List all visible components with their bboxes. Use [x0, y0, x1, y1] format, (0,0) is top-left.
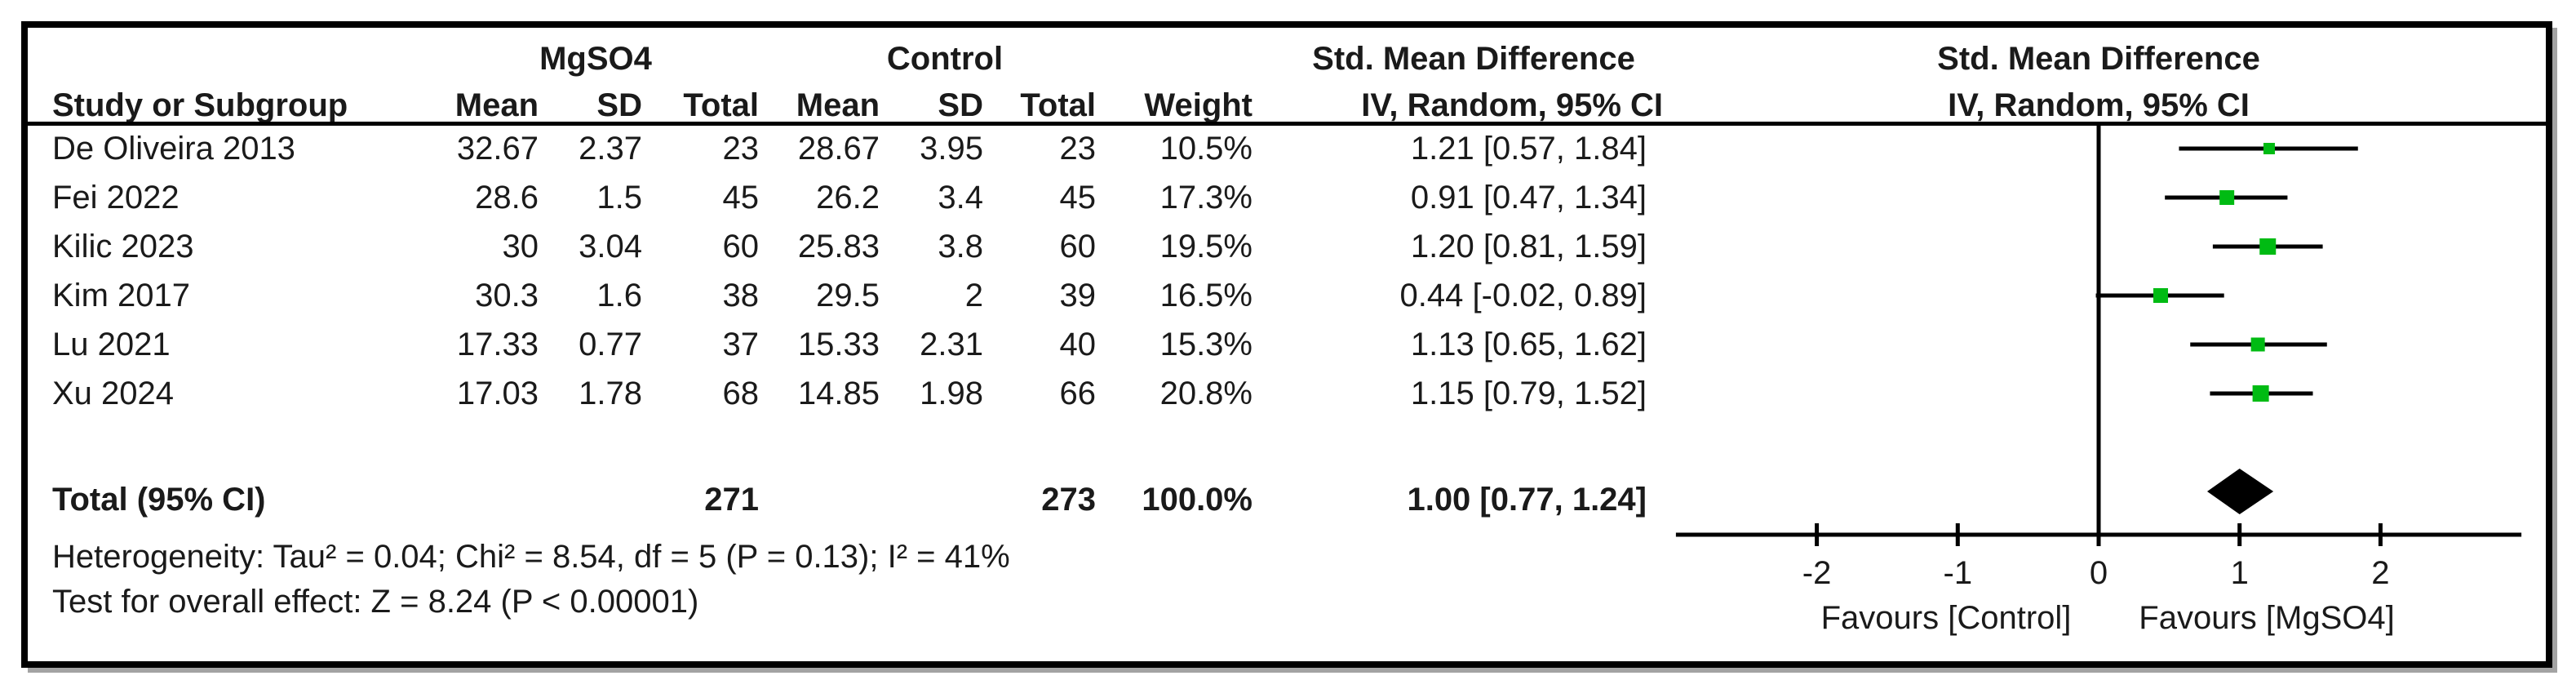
cell-mean-mgso4: 17.33: [456, 327, 539, 362]
group-header-smd-graph: Std. Mean Difference: [1937, 41, 2260, 77]
heterogeneity-stats: Heterogeneity: Tau² = 0.04; Chi² = 8.54,…: [52, 539, 1010, 575]
total-row-ci: 1.00 [0.77, 1.24]: [1407, 482, 1647, 518]
cell-study: Kilic 2023: [52, 229, 194, 264]
tick-label: -1: [1944, 555, 1973, 591]
total-row-n-control: 273: [1041, 482, 1096, 518]
cell-total-control: 66: [1059, 376, 1097, 411]
effect-square: [2263, 143, 2275, 154]
effect-square: [2153, 288, 2168, 303]
cell-study: De Oliveira 2013: [52, 131, 295, 167]
col-header-total-control: Total: [1020, 87, 1096, 123]
cell-sd-mgso4: 1.6: [596, 278, 642, 313]
cell-ci-text: 1.20 [0.81, 1.59]: [1410, 229, 1647, 264]
cell-mean-control: 29.5: [816, 278, 880, 313]
cell-total-mgso4: 45: [722, 180, 760, 216]
cell-weight: 10.5%: [1159, 131, 1253, 167]
cell-total-control: 40: [1059, 327, 1097, 362]
cell-total-control: 45: [1059, 180, 1097, 216]
cell-mean-mgso4: 30: [502, 229, 539, 264]
total-row-weight: 100.0%: [1142, 482, 1253, 518]
total-row-n-mgso4: 271: [704, 482, 759, 518]
cell-sd-mgso4: 1.78: [579, 376, 642, 411]
col-header-mean-control: Mean: [796, 87, 880, 123]
overall-effect-stats: Test for overall effect: Z = 8.24 (P < 0…: [52, 584, 699, 620]
effect-square: [2259, 238, 2277, 255]
cell-sd-mgso4: 3.04: [579, 229, 642, 264]
cell-ci-text: 1.21 [0.57, 1.84]: [1410, 131, 1647, 167]
cell-mean-mgso4: 32.67: [456, 131, 539, 167]
col-header-sd-mgso4: SD: [596, 87, 642, 123]
cell-total-mgso4: 60: [722, 229, 760, 264]
cell-study: Lu 2021: [52, 327, 171, 362]
total-row-label: Total (95% CI): [52, 482, 266, 518]
cell-weight: 16.5%: [1159, 278, 1253, 313]
col-header-ci-text: IV, Random, 95% CI: [1361, 87, 1663, 123]
col-header-weight: Weight: [1144, 87, 1253, 123]
tick-label: 0: [2090, 555, 2108, 591]
cell-weight: 15.3%: [1159, 327, 1253, 362]
cell-mean-control: 25.83: [797, 229, 880, 264]
group-header-smd-text: Std. Mean Difference: [1312, 41, 1635, 77]
group-header-control: Control: [886, 41, 1004, 77]
cell-mean-control: 28.67: [797, 131, 880, 167]
plot-frame: [21, 21, 2552, 668]
cell-total-mgso4: 37: [722, 327, 760, 362]
cell-ci-text: 1.15 [0.79, 1.52]: [1410, 376, 1647, 411]
summary-diamond: [2206, 469, 2274, 514]
cell-study: Xu 2024: [52, 376, 175, 411]
cell-sd-mgso4: 2.37: [579, 131, 642, 167]
header-rule: [28, 122, 2546, 126]
cell-sd-mgso4: 0.77: [579, 327, 642, 362]
cell-total-mgso4: 23: [722, 131, 760, 167]
cell-total-control: 39: [1059, 278, 1097, 313]
cell-sd-control: 2.31: [920, 327, 983, 362]
cell-sd-mgso4: 1.5: [596, 180, 642, 216]
col-header-study: Study or Subgroup: [52, 87, 348, 123]
favours-right-label: Favours [MgSO4]: [2139, 600, 2394, 636]
cell-total-mgso4: 68: [722, 376, 760, 411]
effect-square: [2252, 385, 2269, 402]
cell-total-mgso4: 38: [722, 278, 760, 313]
cell-total-control: 23: [1059, 131, 1097, 167]
cell-mean-mgso4: 30.3: [475, 278, 539, 313]
tick-label: 2: [2371, 555, 2389, 591]
cell-weight: 19.5%: [1159, 229, 1253, 264]
cell-ci-text: 0.91 [0.47, 1.34]: [1410, 180, 1647, 216]
cell-mean-control: 15.33: [797, 327, 880, 362]
cell-mean-mgso4: 17.03: [456, 376, 539, 411]
cell-sd-control: 2: [964, 278, 983, 313]
cell-sd-control: 3.8: [938, 229, 983, 264]
tick-label: 1: [2231, 555, 2249, 591]
cell-mean-control: 14.85: [797, 376, 880, 411]
cell-mean-control: 26.2: [816, 180, 880, 216]
effect-square: [2219, 190, 2235, 205]
col-header-sd-control: SD: [938, 87, 983, 123]
col-header-total-mgso4: Total: [683, 87, 759, 123]
cell-weight: 20.8%: [1159, 376, 1253, 411]
favours-left-label: Favours [Control]: [1821, 600, 2072, 636]
cell-study: Fei 2022: [52, 180, 180, 216]
group-header-mgso4: MgSO4: [539, 41, 652, 77]
cell-ci-text: 1.13 [0.65, 1.62]: [1410, 327, 1647, 362]
tick-label: -2: [1802, 555, 1832, 591]
cell-study: Kim 2017: [52, 278, 190, 313]
col-header-mean-mgso4: Mean: [454, 87, 539, 123]
cell-sd-control: 1.98: [920, 376, 983, 411]
effect-square: [2250, 337, 2265, 352]
cell-ci-text: 0.44 [-0.02, 0.89]: [1399, 278, 1647, 313]
cell-mean-mgso4: 28.6: [475, 180, 539, 216]
cell-sd-control: 3.95: [920, 131, 983, 167]
col-header-ci-graph: IV, Random, 95% CI: [1948, 87, 2250, 123]
cell-sd-control: 3.4: [938, 180, 983, 216]
cell-weight: 17.3%: [1159, 180, 1253, 216]
cell-total-control: 60: [1059, 229, 1097, 264]
